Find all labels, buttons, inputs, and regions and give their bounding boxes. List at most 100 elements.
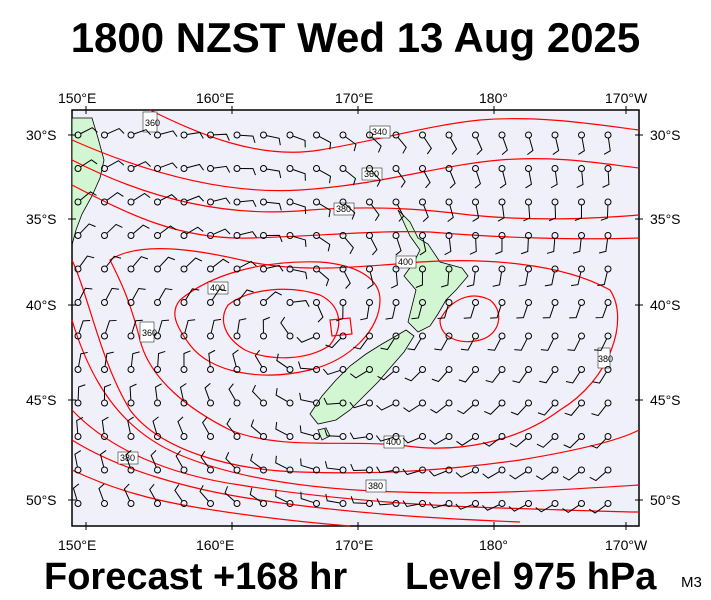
wind-barb: [544, 271, 555, 287]
lon-label-bottom: 150°E: [58, 537, 96, 553]
wind-barb-station: [74, 399, 82, 407]
wind-barb-station: [498, 500, 506, 507]
wind-barb: [213, 197, 231, 205]
wind-barb-station: [127, 500, 135, 507]
wind-barb: [157, 350, 166, 367]
wind-barb-station: [260, 131, 267, 139]
wind-barb: [535, 471, 553, 481]
wind-barb-station: [101, 366, 108, 373]
wind-barb: [300, 458, 314, 470]
wind-barb: [449, 171, 456, 189]
wind-barb: [360, 305, 370, 321]
wind-barb-station: [392, 500, 400, 507]
wind-barb: [483, 437, 500, 447]
wind-barb-station: [604, 165, 612, 172]
wind-barb-station: [286, 198, 294, 206]
wind-barb-station: [366, 131, 373, 139]
wind-barb-station: [604, 299, 612, 306]
wind-barb: [323, 397, 341, 405]
wind-barbs: [72, 127, 612, 514]
wind-barb: [292, 135, 306, 148]
wind-barb: [527, 137, 534, 156]
wind-barb: [183, 350, 191, 367]
wind-barb-station: [180, 232, 188, 239]
wind-barb-station: [101, 232, 108, 239]
wind-barb: [350, 463, 367, 472]
wind-barb-station: [551, 466, 559, 474]
wind-barb: [317, 305, 324, 323]
wind-barb: [292, 235, 307, 247]
wind-barb: [249, 487, 262, 503]
wind-barb-station: [498, 366, 506, 373]
wind-barb: [476, 137, 483, 155]
wind-barb: [159, 225, 177, 235]
wind-barb-station: [207, 500, 214, 507]
wind-barb-station: [101, 299, 108, 306]
wind-barb-station: [525, 332, 532, 340]
wind-barb-station: [154, 299, 161, 306]
wind-barb: [238, 289, 254, 301]
wind-barb: [474, 171, 481, 189]
lon-label-bottom: 170°W: [605, 537, 648, 553]
wind-barb-station: [127, 165, 135, 172]
wind-barb: [325, 337, 342, 349]
wind-barb: [185, 257, 203, 268]
lat-label-right: 50°S: [650, 492, 681, 508]
wind-barb: [158, 288, 173, 301]
wind-barb-station: [551, 366, 559, 373]
wind-barb: [602, 171, 610, 188]
wind-barb-station: [339, 500, 347, 507]
wind-barb-station: [339, 366, 347, 373]
lat-label-right: 30°S: [650, 127, 681, 143]
wind-barb: [250, 419, 262, 435]
wind-barb: [508, 504, 527, 512]
wind-barb: [466, 271, 476, 288]
wind-barb: [397, 170, 406, 188]
wind-barb: [280, 316, 289, 334]
wind-barb: [226, 417, 236, 435]
wind-barb-station: [154, 232, 161, 239]
wind-barb-station: [286, 332, 294, 340]
wind-barb-station: [525, 500, 532, 507]
wind-barb: [576, 171, 584, 189]
lon-label-bottom: 160°E: [196, 537, 234, 553]
wind-barb-station: [154, 265, 161, 273]
wind-barb-station: [233, 500, 241, 507]
forecast-label: Forecast +168 hr: [44, 556, 348, 598]
wind-barb: [540, 338, 555, 351]
wind-barb: [239, 231, 257, 238]
wind-barb: [132, 224, 150, 234]
wind-barb: [344, 203, 356, 220]
wind-barb: [562, 471, 580, 481]
wind-barb: [563, 438, 580, 449]
wind-barb-station: [260, 366, 267, 373]
wind-barb: [127, 416, 134, 434]
wind-barb: [254, 349, 263, 368]
wind-barb: [299, 392, 314, 403]
wind-barb: [299, 425, 314, 437]
wind-barb-station: [445, 299, 453, 306]
wind-barb: [562, 504, 580, 514]
wind-barb: [228, 383, 236, 401]
wind-barb-station: [578, 433, 585, 440]
wind-barb: [123, 483, 131, 501]
wind-barb: [105, 287, 120, 301]
wind-barb-station: [419, 299, 426, 306]
wind-barb-station: [313, 165, 320, 172]
wind-barb-station: [74, 299, 82, 306]
wind-barb: [236, 318, 247, 334]
wind-barb: [262, 316, 270, 334]
wind-barb: [592, 371, 607, 384]
wind-barb: [497, 204, 505, 222]
contour-label: 380: [336, 204, 351, 214]
wind-barb: [469, 238, 477, 255]
wind-barb: [104, 351, 114, 367]
wind-barb-station: [127, 198, 135, 206]
wind-barb-station: [154, 366, 161, 373]
wind-barb: [202, 416, 210, 435]
contour-label: 380: [598, 354, 613, 364]
wind-barb: [550, 171, 558, 189]
wind-barb: [129, 383, 137, 401]
wind-barb: [595, 305, 608, 319]
wind-barb-station: [498, 232, 506, 239]
